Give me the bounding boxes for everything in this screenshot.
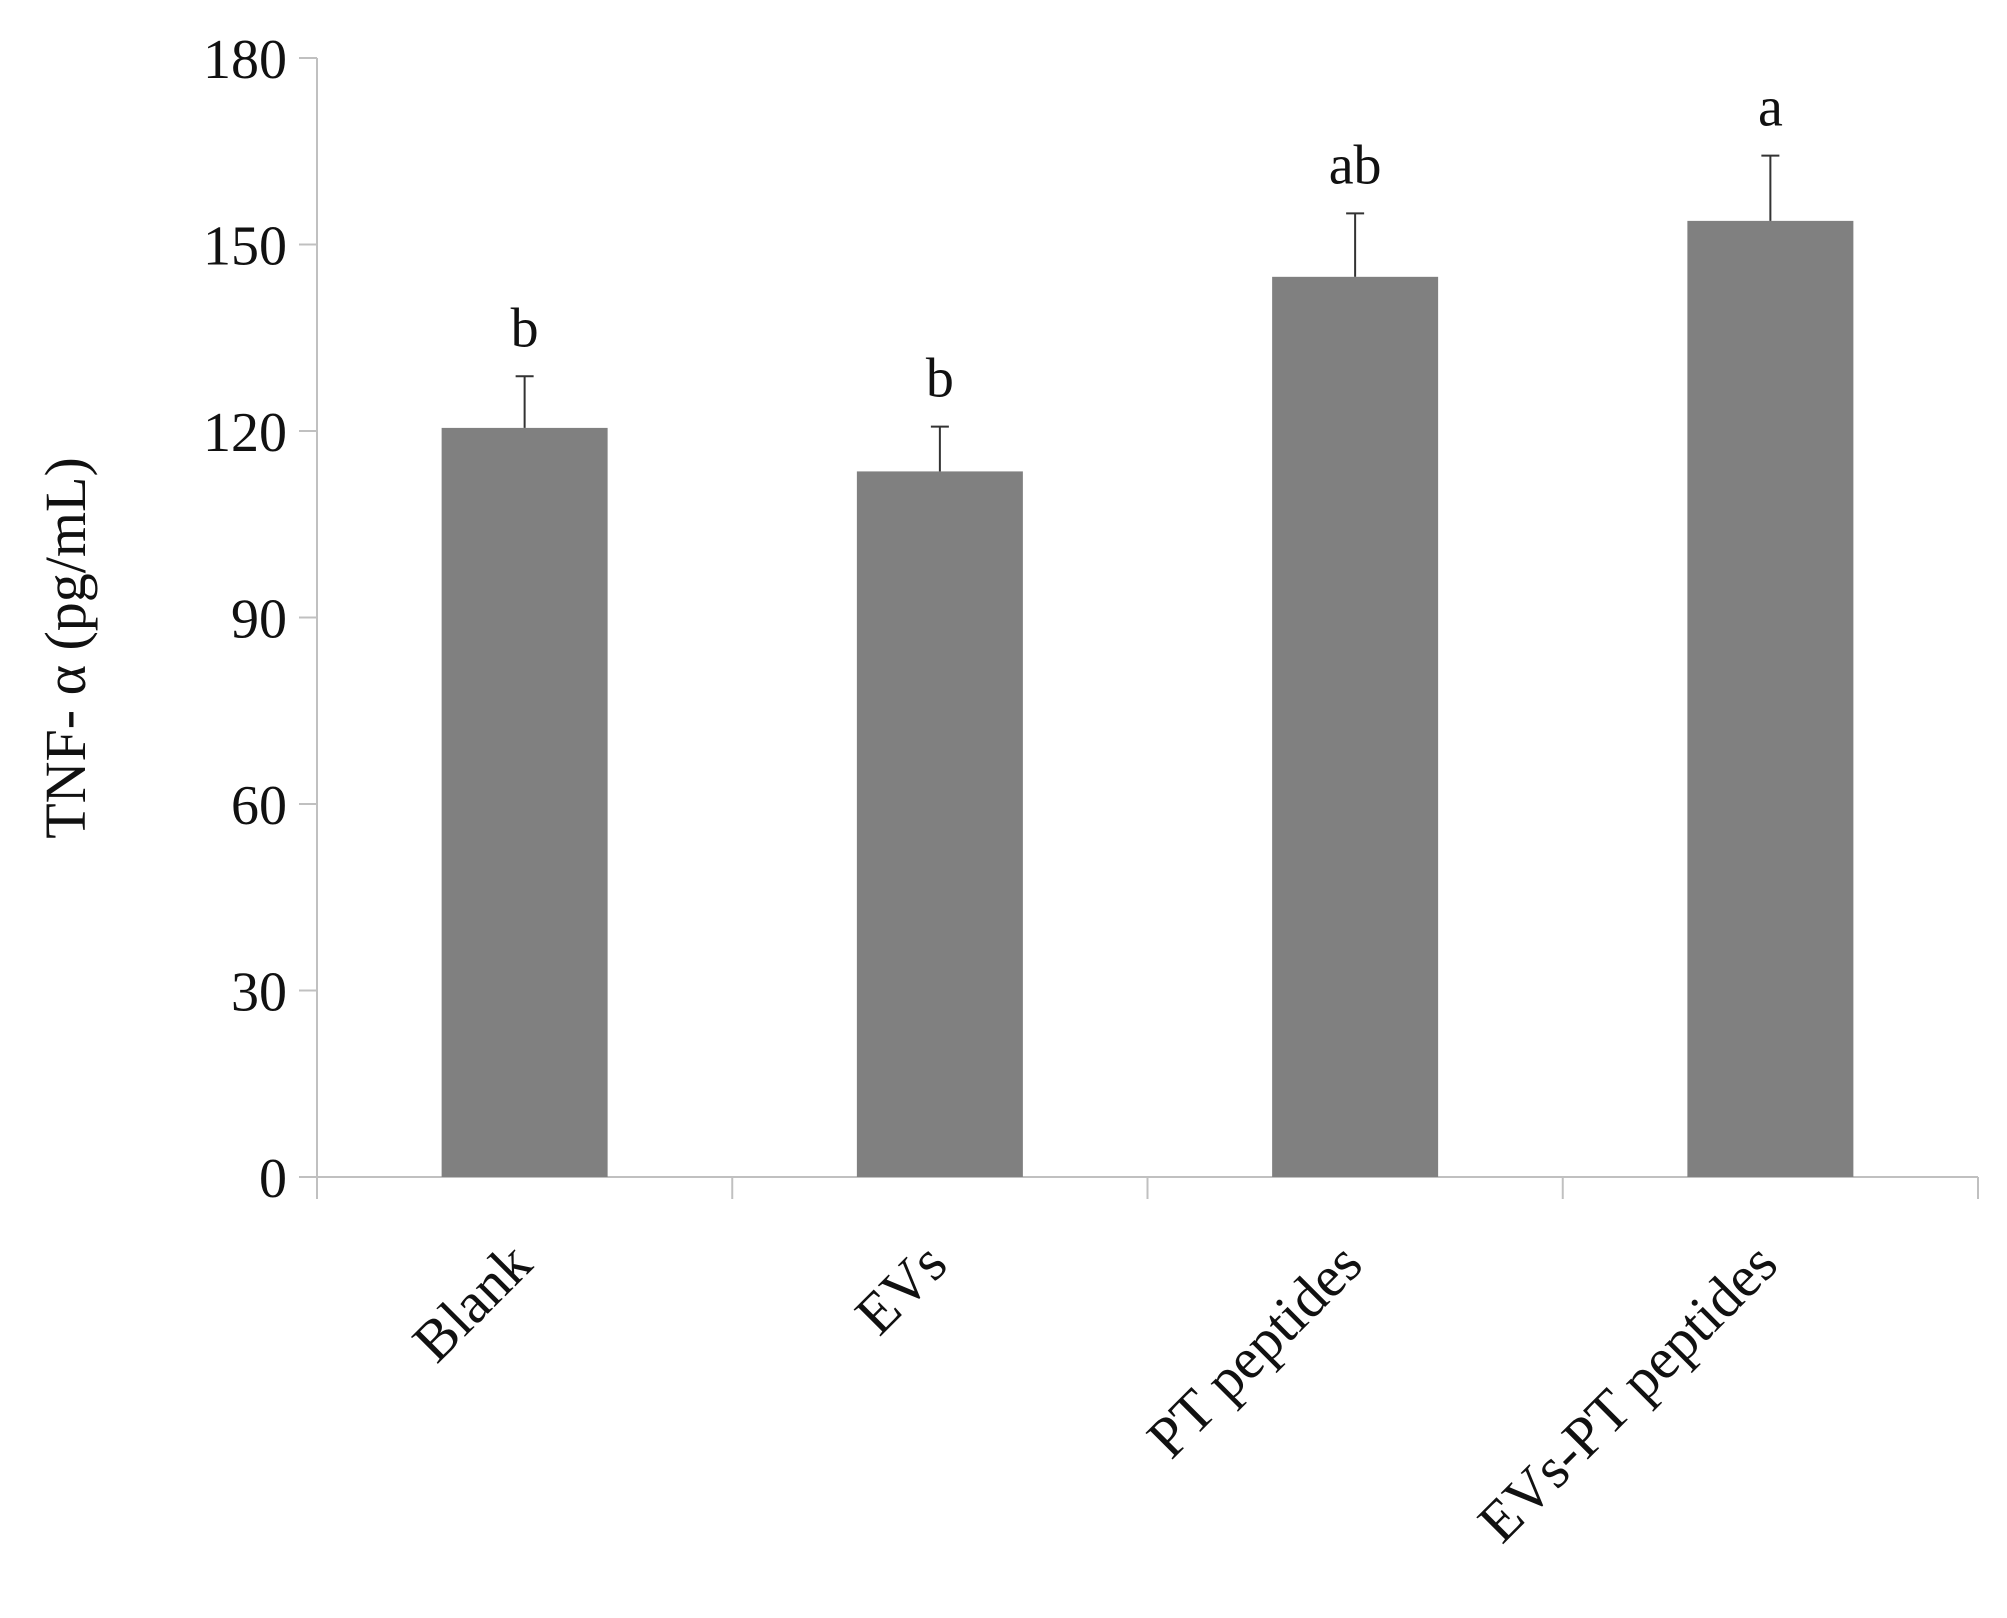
x-tick-label: Blank [400,1230,544,1374]
y-tick-label: 0 [259,1148,287,1210]
significance-letters: b b ab a [511,77,1783,410]
significance-letter: a [1758,77,1783,139]
y-axis: 0 30 60 90 120 150 180 [203,29,318,1210]
y-tick-label: 30 [231,962,287,1024]
bar-evs-pt-peptides [1687,220,1854,1178]
y-axis-label: TNF- α (pg/mL) [33,457,98,839]
bars [441,220,1854,1178]
significance-letter: ab [1329,134,1382,196]
x-axis [316,1176,1979,1199]
x-tick-label: EVs-PT peptides [1465,1230,1789,1554]
x-tick-labels: Blank EVs PT peptides EVs-PT peptides [400,1230,1790,1554]
y-tick-label: 120 [203,402,287,464]
bar-pt-peptides [1272,276,1439,1177]
y-tick-label: 180 [203,29,287,91]
significance-letter: b [511,297,539,359]
x-tick-label: EVs [842,1230,959,1347]
y-tick-label: 150 [203,216,287,278]
y-tick-label: 90 [231,589,287,651]
bar-evs [856,471,1023,1177]
bar-blank [441,427,608,1177]
y-tick-label: 60 [231,775,287,837]
x-tick-label: PT peptides [1134,1230,1374,1470]
significance-letter: b [926,348,954,410]
error-bars [515,154,1780,472]
